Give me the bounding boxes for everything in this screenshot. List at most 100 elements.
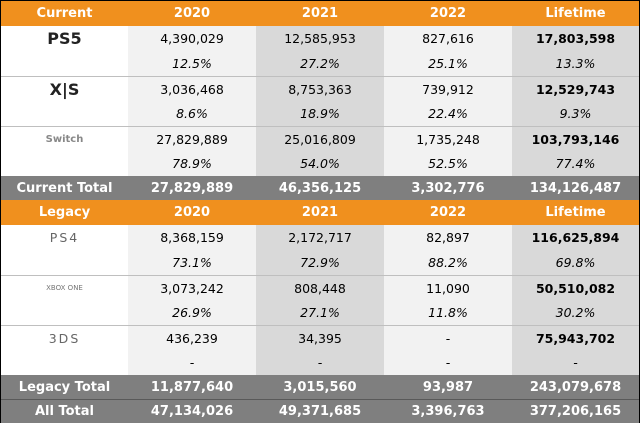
current-total-row-cell: 3,302,776: [411, 180, 485, 196]
platform-share-row-cell: 27.2%: [256, 51, 384, 76]
current-total-row-cell: 27,829,889: [150, 180, 234, 196]
current-header-row-cell: 2020: [173, 6, 211, 21]
all-total-row-cell: 377,206,165: [529, 404, 622, 419]
legacy-header-row-cell: 2022: [429, 205, 467, 220]
platform-share-row: 73.1% 72.9% 88.2% 69.8%: [1, 250, 639, 275]
platform-share-row-cell: 27.1%: [256, 300, 384, 325]
platform-units-row-cell: 808,448: [256, 276, 384, 300]
x-s-logo-icon: X|S: [1, 77, 128, 101]
platform-share-row: 78.9% 54.0% 52.5% 77.4%: [1, 151, 639, 176]
legacy-header-row-cell: 2020: [173, 205, 211, 220]
platform-units-row-cell: 103,793,146: [512, 127, 639, 151]
platform-units-row-cell: 116,625,894: [512, 225, 639, 250]
platform-share-row-cell: -: [384, 350, 512, 375]
platform-units-row: XBOX ONE 3,073,242 808,448 11,090 50,510,082: [1, 275, 639, 300]
platform-share-row-cell: 8.6%: [128, 101, 256, 126]
ps4-logo-icon: PS4: [1, 225, 128, 250]
platform-units-row: 3DS 436,239 34,395-75,943,702: [1, 325, 639, 350]
platform-share-row-cell: 77.4%: [512, 151, 639, 176]
platform-share-row-cell: -: [128, 350, 256, 375]
platform-share-row-cell: [1, 350, 128, 375]
platform-units-row-cell: 50,510,082: [512, 276, 639, 300]
platform-share-row: 8.6% 18.9% 22.4% 9.3%: [1, 101, 639, 126]
platform-units-row-cell: 82,897: [384, 225, 512, 250]
platform-share-row-cell: [1, 101, 128, 126]
legacy-header-row: Legacy 2020 2021 2022 Lifetime: [1, 200, 639, 225]
legacy-header-row-cell: Legacy: [38, 205, 91, 220]
platform-units-row-cell: 739,912: [384, 77, 512, 101]
platform-share-row-cell: 18.9%: [256, 101, 384, 126]
platform-share-row: 26.9% 27.1% 11.8% 30.2%: [1, 300, 639, 325]
legacy-header-row-cell: 2021: [301, 205, 339, 220]
platform-share-row-cell: [1, 250, 128, 275]
platform-units-row-cell: 75,943,702: [512, 326, 639, 350]
platform-units-row-cell: 12,585,953: [256, 26, 384, 51]
platform-units-row-cell: 25,016,809: [256, 127, 384, 151]
platform-units-row: X|S 3,036,468 8,753,363 739,912 12,529,743: [1, 76, 639, 101]
platform-share-row-cell: [1, 151, 128, 176]
platform-share-row-cell: 54.0%: [256, 151, 384, 176]
platform-units-row-cell: 11,090: [384, 276, 512, 300]
current-total-row-cell: Current Total: [16, 180, 113, 196]
platform-units-row: Switch 27,829,889 25,016,809 1,735,248 103,7…: [1, 126, 639, 151]
platform-share-row-cell: 26.9%: [128, 300, 256, 325]
platform-units-row-cell: 436,239: [128, 326, 256, 350]
xbox-one-logo-icon: XBOX ONE: [1, 276, 128, 300]
platform-units-row-cell: 8,753,363: [256, 77, 384, 101]
all-total-row: All Total 47,134,026 49,371,685 3,396,763 37…: [1, 399, 639, 423]
ps5-logo-icon: PS5: [1, 26, 128, 51]
platform-share-row-cell: [1, 300, 128, 325]
platform-share-row-cell: -: [512, 350, 639, 375]
platform-share-row-cell: 73.1%: [128, 250, 256, 275]
switch-logo-icon: Switch: [1, 127, 128, 151]
legacy-total-row-cell: 11,877,640: [150, 379, 234, 395]
current-total-row-cell: 46,356,125: [278, 180, 362, 196]
platform-share-row-cell: 72.9%: [256, 250, 384, 275]
legacy-total-row-cell: 93,987: [422, 379, 474, 395]
platform-share-row-cell: 25.1%: [384, 51, 512, 76]
legacy-total-row-cell: 243,079,678: [529, 379, 622, 395]
platform-units-row-cell: 2,172,717: [256, 225, 384, 250]
platform-units-row-cell: 827,616: [384, 26, 512, 51]
legacy-total-row-cell: 3,015,560: [283, 379, 357, 395]
platform-share-row: 12.5% 27.2% 25.1% 13.3%: [1, 51, 639, 76]
all-total-row-cell: All Total: [34, 404, 94, 419]
platform-units-row-cell: 3,036,468: [128, 77, 256, 101]
current-header-row-cell: Lifetime: [545, 6, 606, 21]
platform-share-row-cell: 78.9%: [128, 151, 256, 176]
platform-units-row-cell: 17,803,598: [512, 26, 639, 51]
platform-share-row-cell: 11.8%: [384, 300, 512, 325]
platform-units-row-cell: 34,395: [256, 326, 384, 350]
platform-units-row-cell: 8,368,159: [128, 225, 256, 250]
platform-share-row-cell: 13.3%: [512, 51, 639, 76]
legacy-header-row-cell: Lifetime: [545, 205, 606, 220]
platform-units-row-cell: 4,390,029: [128, 26, 256, 51]
platform-share-row-cell: [1, 51, 128, 76]
current-total-row: Current Total 27,829,889 46,356,125 3,302,7…: [1, 176, 639, 200]
platform-units-row-cell: -: [384, 326, 512, 350]
platform-share-row-cell: 69.8%: [512, 250, 639, 275]
platform-share-row-cell: 30.2%: [512, 300, 639, 325]
platform-share-row-cell: 9.3%: [512, 101, 639, 126]
platform-share-row-cell: 52.5%: [384, 151, 512, 176]
current-header-row: Current 2020 2021 2022 Lifetime: [1, 1, 639, 26]
platform-units-row-cell: 27,829,889: [128, 127, 256, 151]
all-total-row-cell: 49,371,685: [278, 404, 362, 419]
platform-units-row-cell: 1,735,248: [384, 127, 512, 151]
all-total-row-cell: 47,134,026: [150, 404, 234, 419]
platform-units-row-cell: 3,073,242: [128, 276, 256, 300]
legacy-total-row-cell: Legacy Total: [18, 379, 111, 395]
3ds-logo-icon: 3DS: [1, 326, 128, 350]
platform-units-row: PS5 4,390,029 12,585,953 827,616 17,803,598: [1, 26, 639, 51]
current-header-row-cell: Current: [36, 6, 93, 21]
platform-share-row-cell: -: [256, 350, 384, 375]
all-total-row-cell: 3,396,763: [411, 404, 485, 419]
platform-share-row-cell: 12.5%: [128, 51, 256, 76]
current-header-row-cell: 2022: [429, 6, 467, 21]
platform-share-row-cell: 88.2%: [384, 250, 512, 275]
platform-share-row: ----: [1, 350, 639, 375]
platform-units-row-cell: 12,529,743: [512, 77, 639, 101]
platform-units-row: PS4 8,368,159 2,172,717 82,897 116,625,894: [1, 225, 639, 250]
current-header-row-cell: 2021: [301, 6, 339, 21]
